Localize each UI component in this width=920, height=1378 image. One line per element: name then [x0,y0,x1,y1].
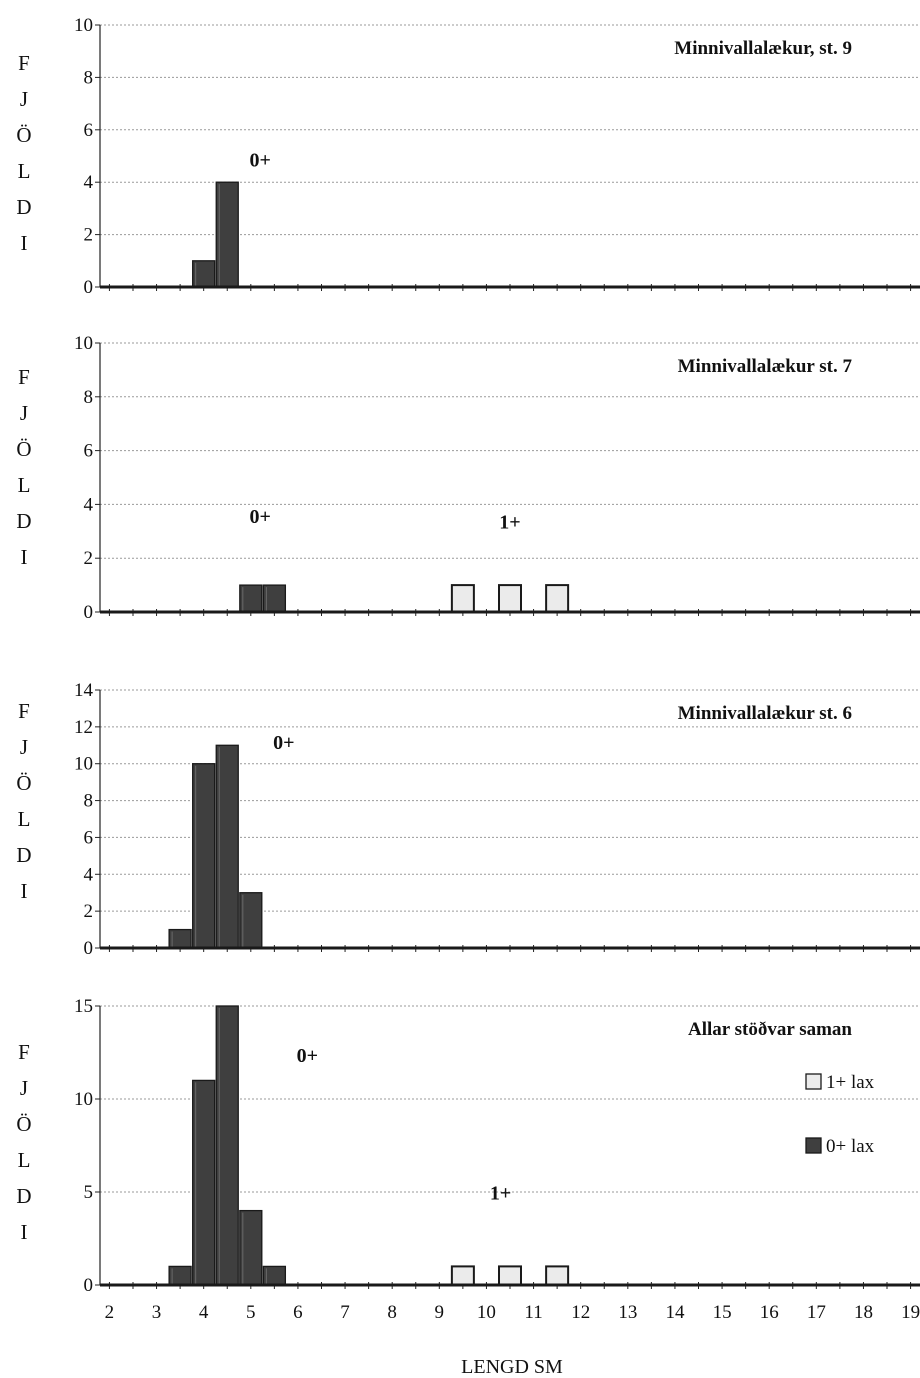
y-tick-label: 15 [74,996,93,1017]
bar-one-plus [498,1265,522,1287]
y-axis-label-letter: I [21,1220,28,1244]
x-tick-label: 15 [713,1302,732,1323]
y-axis-label-letter: J [20,1076,28,1100]
x-tick-label: 6 [293,1302,303,1323]
legend-item: 1+ lax [805,1072,875,1093]
y-tick-label: 0 [84,938,94,959]
age-group-annotation: 0+ [250,149,271,171]
y-axis-label-letter: J [20,401,28,425]
age-group-annotation: 1+ [490,1182,511,1204]
y-tick-label: 8 [84,67,94,88]
x-tick-label: 13 [618,1302,637,1323]
y-axis-label-letter: F [18,1040,30,1064]
y-axis-label-letter: D [16,195,31,219]
age-group-annotation: 0+ [297,1045,318,1067]
x-tick-label: 17 [807,1302,826,1323]
y-tick-label: 5 [84,1182,94,1203]
y-tick-label: 12 [74,717,93,738]
y-tick-label: 6 [84,120,94,141]
y-axis-label-letter: J [20,87,28,111]
y-tick-label: 2 [84,225,94,246]
y-tick-label: 4 [84,864,94,885]
bar-one-plus [545,584,570,613]
y-tick-label: 6 [84,441,94,462]
bar-one-plus [450,1265,475,1287]
y-tick-label: 14 [74,680,94,701]
chart-title: Minnivallalækur st. 6 [678,703,852,724]
age-group-annotation: 0+ [250,506,271,528]
y-axis-label-letter: D [16,1184,31,1208]
y-tick-label: 0 [84,277,94,298]
legend-swatch [805,1073,822,1090]
y-axis-label-letter: L [18,807,31,831]
y-tick-label: 10 [74,333,93,354]
legend-swatch [805,1137,822,1154]
y-axis-label-letter: F [18,365,30,389]
x-tick-label: 12 [571,1302,590,1323]
y-axis-label-letter: L [18,473,31,497]
x-tick-label: 9 [435,1302,445,1323]
y-tick-label: 0 [84,1275,94,1296]
y-axis-label-letter: Ö [16,1112,31,1136]
y-axis-label-letter: L [18,159,31,183]
x-tick-label: 5 [246,1302,256,1323]
y-tick-label: 2 [84,901,94,922]
x-tick-label: 19 [901,1302,920,1323]
y-tick-label: 0 [84,602,94,623]
chart-title: Allar stöðvar saman [688,1019,852,1040]
x-tick-label: 16 [760,1302,779,1323]
y-axis-label-letter: Ö [16,771,31,795]
x-tick-label: 7 [340,1302,350,1323]
bar-one-plus [545,1265,570,1287]
y-tick-label: 4 [84,172,94,193]
x-axis-label: LENGD SM [461,1356,563,1378]
y-axis-label-letter: Ö [16,123,31,147]
legend-item: 0+ lax [805,1136,875,1157]
y-tick-label: 4 [84,494,94,515]
y-axis-label-letter: I [21,231,28,255]
y-axis-label-letter: F [18,699,30,723]
chart-title: Minnivallalækur, st. 9 [674,38,852,59]
age-group-annotation: 1+ [499,512,520,534]
y-tick-label: 8 [84,387,94,408]
y-axis-label-letter: D [16,843,31,867]
x-tick-label: 18 [854,1302,873,1323]
y-axis-label-letter: F [18,51,30,75]
bar-one-plus [450,584,475,613]
x-tick-label: 10 [477,1302,496,1323]
chart-title: Minnivallalækur st. 7 [678,356,853,377]
y-axis-label-letter: I [21,879,28,903]
y-axis-label-letter: Ö [16,437,31,461]
y-axis-label-letter: D [16,509,31,533]
y-tick-label: 10 [74,754,93,775]
y-axis-label-letter: J [20,735,28,759]
x-tick-label: 8 [387,1302,397,1323]
x-tick-label: 11 [524,1302,542,1323]
x-tick-label: 14 [665,1302,685,1323]
y-axis-label-letter: I [21,545,28,569]
y-axis-label-letter: L [18,1148,31,1172]
x-tick-label: 3 [152,1302,162,1323]
bar-one-plus [498,584,522,613]
legend-label: 0+ lax [826,1136,875,1157]
y-tick-label: 8 [84,791,94,812]
age-group-annotation: 0+ [273,732,294,754]
y-tick-label: 10 [74,1089,93,1110]
x-tick-label: 4 [199,1302,209,1323]
x-tick-label: 2 [105,1302,115,1323]
y-tick-label: 2 [84,548,94,569]
y-tick-label: 10 [74,15,93,36]
y-tick-label: 6 [84,827,94,848]
legend-label: 1+ lax [826,1072,875,1093]
